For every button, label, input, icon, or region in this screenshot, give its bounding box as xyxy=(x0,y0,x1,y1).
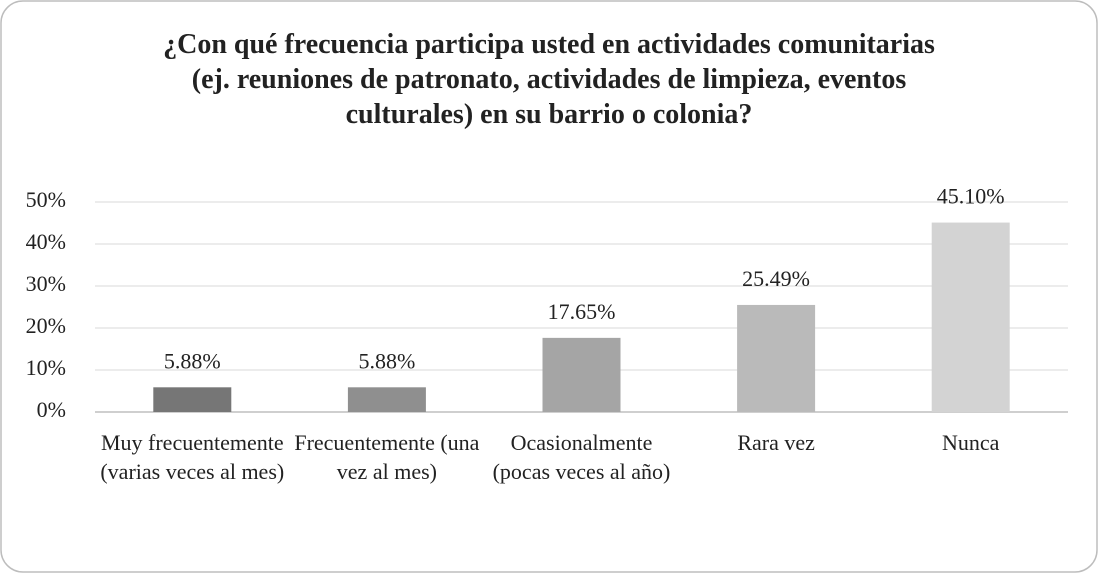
bar xyxy=(347,387,426,412)
bar xyxy=(153,387,232,412)
x-tick-box: Nunca xyxy=(941,430,1000,455)
value-label: 5.88% xyxy=(358,348,415,373)
value-label: 17.65% xyxy=(548,299,616,324)
x-tick-label: Nunca xyxy=(941,430,1000,455)
chart-title: ¿Con qué frecuencia participa usted en a… xyxy=(163,29,935,130)
bar xyxy=(737,304,816,412)
x-tick-box: Ocasionalmente (pocas veces al año) xyxy=(492,430,671,484)
x-tick-label: Frecuentemente (una vez al mes) xyxy=(294,430,480,484)
y-tick-label: 10% xyxy=(26,355,66,380)
y-tick-label: 40% xyxy=(26,229,66,254)
title-box: ¿Con qué frecuencia participa usted en a… xyxy=(163,29,935,130)
x-tick-label: Ocasionalmente (pocas veces al año) xyxy=(492,430,671,484)
y-tick-label: 20% xyxy=(26,313,66,338)
y-tick-label: 0% xyxy=(37,397,66,422)
x-tick-label: Rara vez xyxy=(737,430,815,455)
x-tick-box: Rara vez xyxy=(737,430,815,455)
y-tick-label: 50% xyxy=(26,187,66,212)
value-label: 45.10% xyxy=(937,184,1005,209)
bar xyxy=(542,337,621,412)
bar xyxy=(931,222,1010,412)
y-tick-label: 30% xyxy=(26,271,66,296)
x-tick-label: Muy frecuentemente (varias veces al mes) xyxy=(100,430,285,484)
value-label: 5.88% xyxy=(164,348,221,373)
x-tick-box: Frecuentemente (una vez al mes) xyxy=(294,430,480,484)
x-tick-box: Muy frecuentemente (varias veces al mes) xyxy=(100,430,285,484)
value-label: 25.49% xyxy=(742,266,810,291)
